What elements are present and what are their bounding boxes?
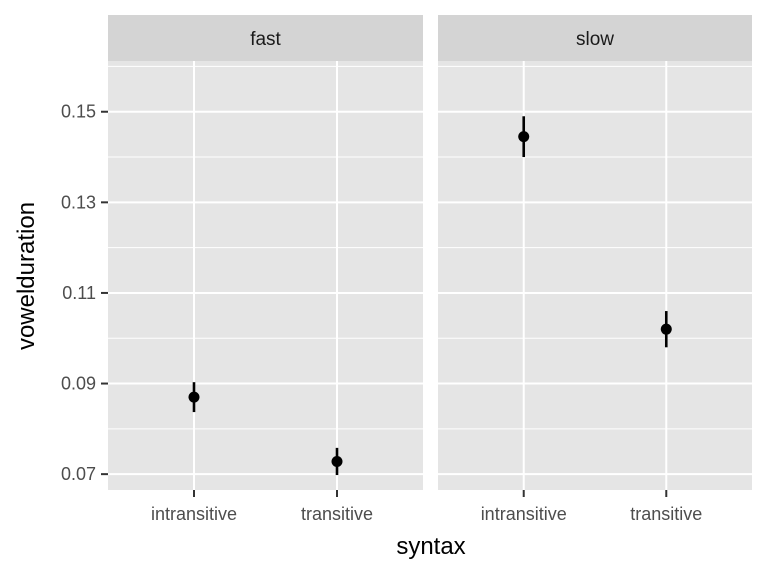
x-axis-title: syntax [396,533,465,560]
x-tick-label: transitive [301,504,373,524]
facet-label-fast: fast [250,29,281,50]
y-tick-label: 0.07 [61,464,96,484]
panel-background-fast [108,61,423,490]
facet-strip-fast [108,15,423,61]
panel-background-slow [438,61,752,490]
facet-label-slow: slow [576,29,614,50]
x-tick-label: transitive [630,504,702,524]
x-tick-label: intransitive [481,504,567,524]
data-point [188,391,200,403]
y-tick-label: 0.15 [61,102,96,122]
data-point [660,323,672,335]
x-tick-label: intransitive [151,504,237,524]
data-point [331,455,343,467]
y-tick-label: 0.11 [62,283,96,303]
y-axis-title: vowelduration [13,202,40,350]
y-tick-label: 0.09 [61,374,96,394]
facet-strip-slow [438,15,752,61]
y-tick-label: 0.13 [61,192,96,212]
data-point [518,131,530,143]
